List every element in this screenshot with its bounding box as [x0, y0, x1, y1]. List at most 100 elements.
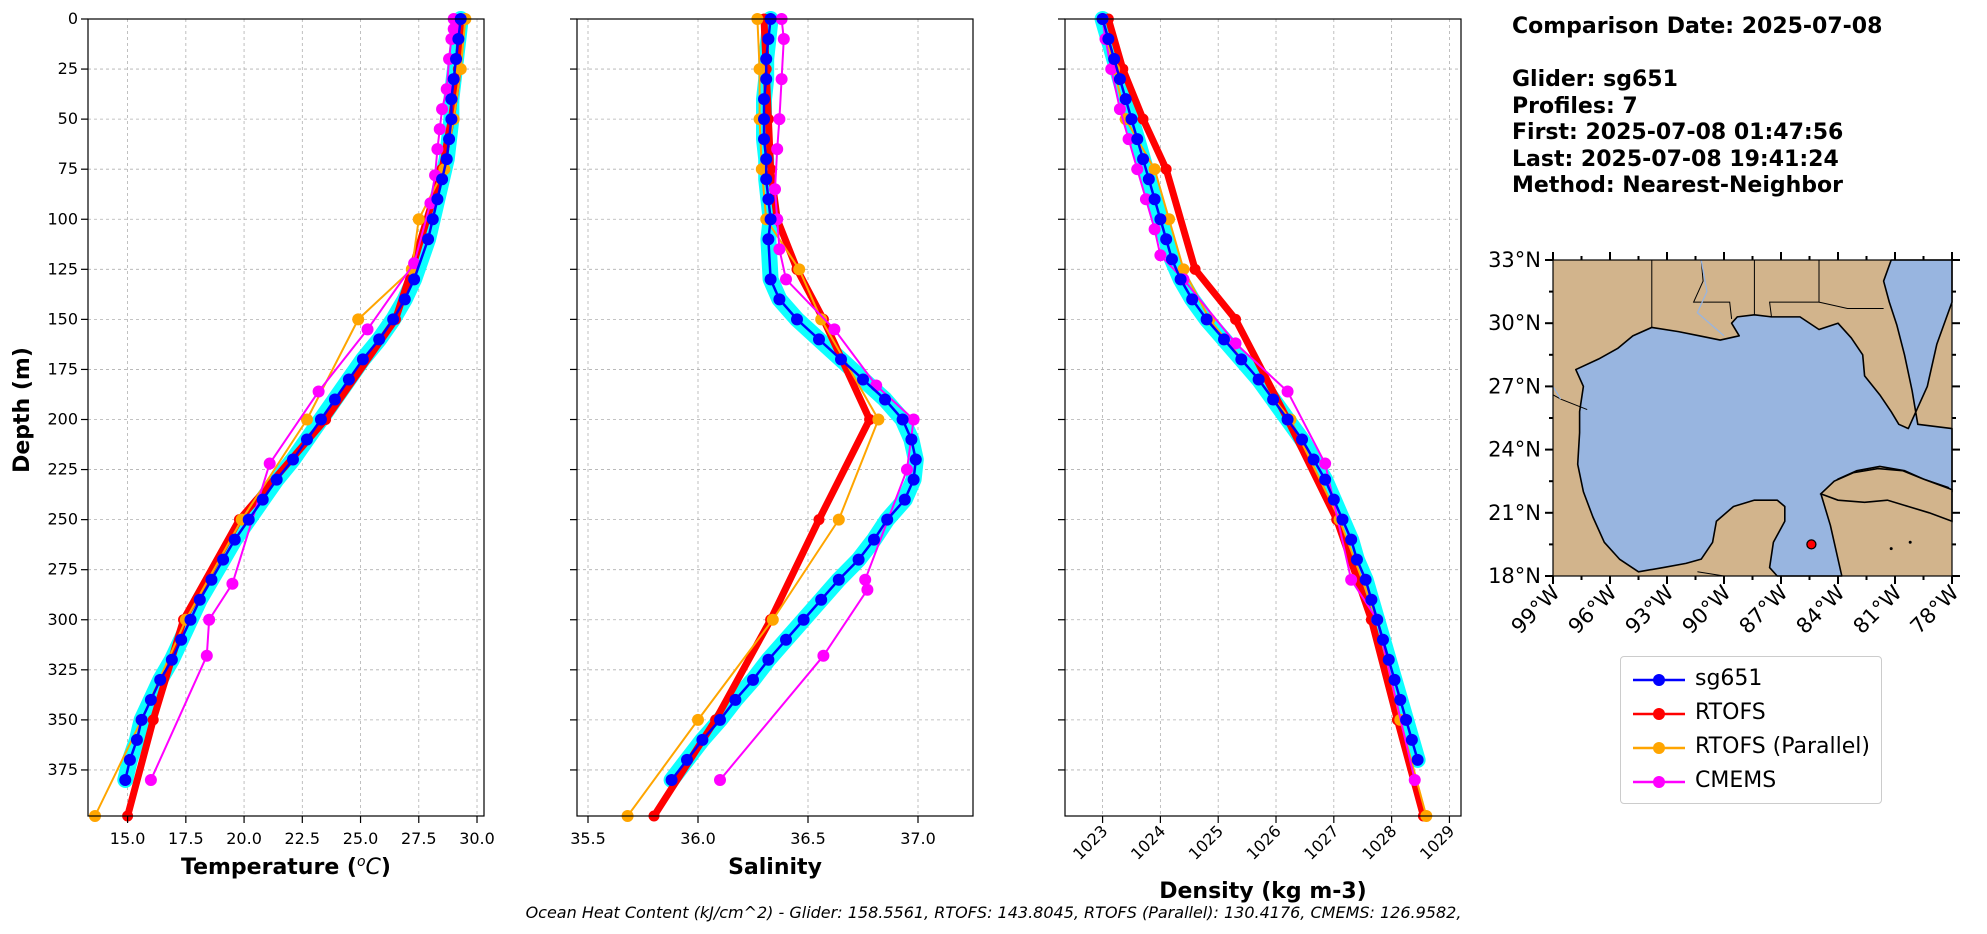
data-point-sg651 — [665, 773, 678, 786]
x-axis-label-superscript: o — [357, 854, 366, 870]
data-point-sg651 — [342, 373, 355, 386]
data-point-rtofs-parallel — [352, 313, 365, 326]
data-point-sg651 — [1154, 213, 1167, 226]
data-point-sg651 — [1252, 373, 1265, 386]
data-point-sg651 — [256, 493, 269, 506]
data-point-sg651 — [758, 133, 770, 146]
data-point-cmems — [773, 113, 786, 126]
map-lat-label: 33°N — [1488, 248, 1541, 272]
data-point-cmems — [1139, 193, 1152, 206]
legend-marker-sg651 — [1633, 674, 1685, 686]
data-point-cmems — [817, 649, 830, 662]
data-point-cmems — [828, 323, 841, 336]
x-tick-label: 1028 — [1358, 821, 1400, 863]
data-point-cmems — [777, 33, 790, 46]
data-point-sg651 — [373, 333, 386, 346]
data-point-sg651 — [714, 713, 726, 726]
map-lat-label: 18°N — [1488, 564, 1541, 588]
map-lon-label: 99°W — [1507, 580, 1565, 638]
data-point-cmems — [200, 649, 213, 662]
data-point-sg651 — [175, 633, 188, 646]
data-point-sg651 — [835, 353, 847, 366]
x-tick-label: 22.5 — [284, 829, 320, 848]
map-lon-label: 96°W — [1564, 580, 1622, 638]
last-time: Last: 2025-07-08 19:41:24 — [1512, 146, 1839, 172]
map-lat-label: 24°N — [1488, 438, 1541, 462]
data-point-rtofs — [1137, 113, 1149, 125]
y-tick-label: 200 — [47, 410, 78, 429]
data-point-cmems — [226, 577, 239, 590]
legend: sg651 RTOFS RTOFS (Parallel) CMEMS — [1620, 656, 1882, 804]
data-point-rtofs — [864, 414, 876, 426]
series-line-rtofs — [124, 18, 465, 817]
map-lon-label: 84°W — [1792, 580, 1850, 638]
y-tick-label: 175 — [47, 359, 78, 378]
data-point-cmems — [1148, 223, 1161, 236]
small-island — [1889, 547, 1893, 551]
data-point-rtofs-parallel — [832, 513, 845, 526]
salinity-panel: 35.5 36.0 36.5 37.0 Salinity — [570, 11, 974, 880]
data-point-sg651 — [852, 553, 865, 566]
x-tick-label: 17.5 — [168, 829, 204, 848]
data-point-sg651 — [328, 393, 341, 406]
y-tick-label: 25 — [58, 59, 78, 78]
data-point-sg651 — [440, 153, 453, 166]
data-point-cmems — [203, 613, 216, 626]
series-rtofs — [1102, 13, 1429, 822]
data-point-sg651 — [1405, 733, 1418, 746]
data-point-rtofs-parallel — [872, 413, 885, 426]
data-point-sg651 — [1113, 73, 1126, 86]
data-point-sg651 — [445, 113, 458, 126]
series-line-rtofs — [1104, 18, 1427, 817]
x-axis-label-unit: C — [366, 855, 382, 880]
data-point-sg651 — [696, 733, 709, 746]
data-point-sg651 — [443, 133, 456, 146]
data-point-sg651 — [408, 273, 421, 286]
data-point-sg651 — [123, 753, 136, 766]
data-point-sg651 — [879, 393, 891, 406]
y-tick-label: 350 — [47, 710, 78, 729]
data-point-sg651 — [1350, 553, 1363, 566]
data-point-sg651 — [764, 213, 777, 226]
data-point-sg651 — [447, 73, 460, 86]
data-point-cmems — [440, 83, 453, 96]
data-point-rtofs — [1230, 313, 1242, 325]
x-tick-label: 35.5 — [570, 829, 606, 848]
data-point-sg651 — [813, 333, 825, 346]
data-point-sg651 — [165, 653, 178, 666]
data-point-sg651 — [1148, 193, 1161, 206]
data-point-rtofs-parallel — [1177, 263, 1190, 276]
data-point-rtofs-parallel — [815, 313, 828, 326]
data-point-sg651 — [1307, 453, 1320, 466]
data-point-cmems — [861, 583, 874, 596]
x-axis-label: Density (kg m-3) — [1159, 879, 1367, 904]
political-border — [1818, 301, 1884, 309]
map-lon-label: 78°W — [1906, 580, 1964, 638]
data-point-cmems — [1281, 385, 1294, 398]
first-time: First: 2025-07-08 01:47:56 — [1512, 120, 1844, 145]
y-tick-label: 275 — [47, 560, 78, 579]
x-tick-label: 20.0 — [226, 829, 262, 848]
x-tick-label: 1027 — [1300, 821, 1342, 863]
x-tick-label: 36.5 — [790, 829, 826, 848]
data-point-rtofs-parallel — [412, 213, 425, 226]
data-point-sg651 — [1267, 393, 1280, 406]
data-point-cmems — [263, 457, 276, 470]
river-line — [1696, 259, 1725, 337]
data-point-cmems — [1319, 457, 1332, 470]
data-point-sg651 — [1160, 233, 1173, 246]
data-point-sg651 — [144, 693, 157, 706]
data-point-sg651 — [242, 513, 255, 526]
data-point-sg651 — [119, 773, 132, 786]
political-border — [1769, 260, 1820, 317]
data-point-rtofs-parallel — [454, 63, 467, 76]
map-lon-label: 90°W — [1678, 580, 1736, 638]
data-point-cmems — [1408, 773, 1421, 786]
data-point-sg651 — [729, 693, 742, 706]
x-tick-label: 25.0 — [343, 829, 379, 848]
data-point-cmems — [1345, 573, 1358, 586]
data-point-cmems — [1122, 133, 1135, 146]
method: Method: Nearest-Neighbor — [1512, 173, 1843, 198]
x-tick-label: 1023 — [1069, 821, 1111, 863]
